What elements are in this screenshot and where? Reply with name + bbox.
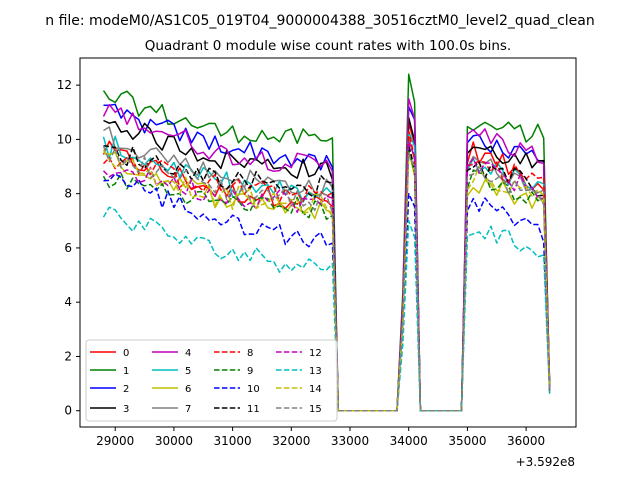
x-tick-label: 35000 [448,434,486,448]
figure-suptitle: n file: modeM0/AS1C05_019T04_9000004388_… [45,13,594,29]
x-tick-label: 36000 [507,434,545,448]
series-line-10 [103,173,551,412]
legend-label-2: 2 [123,384,129,395]
legend-label-6: 6 [185,384,191,395]
series-line-15 [102,145,551,412]
series-line-12 [102,141,551,412]
y-tick-label: 4 [64,295,72,309]
series-line-4 [102,97,551,412]
legend-label-10: 10 [247,384,260,395]
y-tick-label: 8 [64,187,72,201]
series-line-14 [102,149,551,412]
legend-label-3: 3 [123,404,129,415]
series-line-11 [103,144,551,412]
y-tick-label: 12 [57,78,72,92]
legend-label-15: 15 [309,404,322,415]
legend-label-8: 8 [247,348,253,359]
x-tick-label: 33000 [331,434,369,448]
legend-label-5: 5 [185,366,191,377]
plot-area-frame [79,57,577,428]
legend-label-1: 1 [123,366,129,377]
chart-title: Quadrant 0 module wise count rates with … [145,38,511,54]
series-line-7 [103,126,551,412]
legend-label-0: 0 [123,348,129,359]
series-line-3 [103,116,551,412]
legend-label-11: 11 [247,404,260,415]
series-line-13 [102,206,551,412]
x-offset-label: +3.592e8 [516,455,575,469]
x-tick-label: 29000 [96,434,134,448]
x-axis: 29000 30000 31000 32000 33000 34000 35000 36000 [96,427,545,448]
y-tick-label: 10 [57,132,72,146]
x-tick-label: 30000 [155,434,193,448]
legend-label-7: 7 [185,404,191,415]
legend-label-14: 14 [309,384,322,395]
legend-label-4: 4 [185,348,191,359]
legend-label-12: 12 [309,348,322,359]
x-tick-label: 32000 [272,434,310,448]
legend-label-13: 13 [309,366,322,377]
legend-label-9: 9 [247,366,253,377]
series-layer [102,73,551,412]
y-tick-label: 0 [64,404,72,418]
x-tick-label: 34000 [390,434,428,448]
y-axis: 0 2 4 6 8 10 12 [57,78,80,418]
y-tick-label: 2 [64,349,72,363]
x-tick-label: 31000 [214,434,252,448]
series-line-1 [102,73,551,412]
y-tick-label: 6 [64,241,72,255]
legend-frame [85,339,338,422]
